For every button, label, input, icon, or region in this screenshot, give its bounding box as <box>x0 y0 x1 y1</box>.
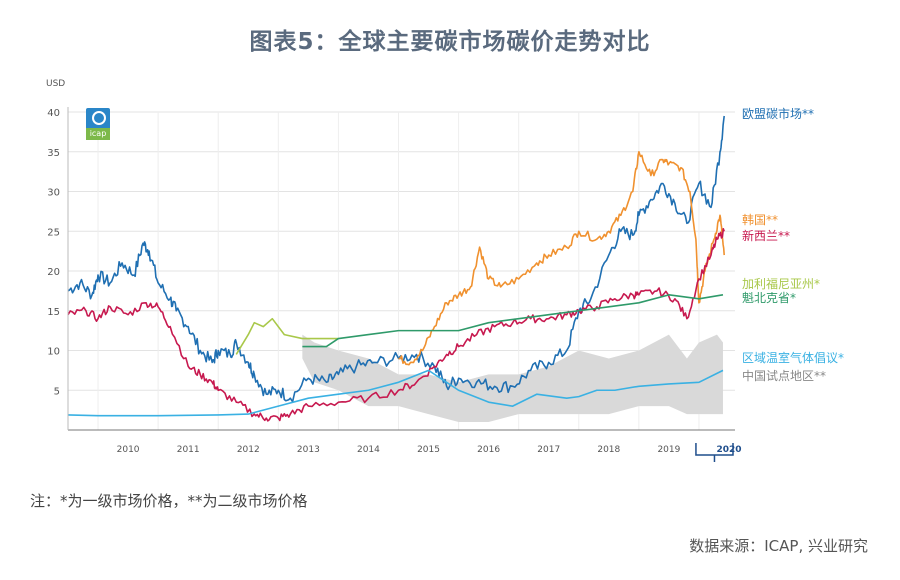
band-layer <box>302 334 723 423</box>
x-tick-label: 2014 <box>357 445 380 455</box>
logo-text: icap <box>86 128 110 140</box>
series-line <box>398 151 725 366</box>
logo-ring-icon <box>92 111 106 125</box>
source-note: 数据来源：ICAP, 兴业研究 <box>689 537 868 555</box>
y-axis-label: USD <box>46 79 65 89</box>
y-tick-label: 10 <box>47 347 60 358</box>
band-label: 中国试点地区** <box>742 368 826 383</box>
series-line <box>67 115 725 403</box>
x-tick-label: 2011 <box>177 445 200 455</box>
x-tick-label: 2017 <box>537 445 560 455</box>
y-tick-label: 20 <box>47 267 60 278</box>
x-tick-label: 2016 <box>477 445 500 455</box>
series-line <box>67 228 725 422</box>
series-labels: 欧盟碳市场** 韩国**新西兰** 加利福尼亚州*魁北克省* 区域温室气体倡议* 中国试… <box>742 106 844 383</box>
y-tick-label: 35 <box>47 148 60 159</box>
y-tick-label: 40 <box>47 108 60 119</box>
y-tick-label: 15 <box>47 307 60 318</box>
x-tick-label: 2012 <box>237 445 260 455</box>
y-tick-label: 5 <box>54 386 60 397</box>
x-tick-label: 2010 <box>117 445 140 455</box>
series-label: 韩国** <box>742 212 778 227</box>
chart-title: 图表5：全球主要碳市场碳价走势对比 <box>249 29 651 55</box>
series-label: 欧盟碳市场** <box>742 106 814 121</box>
y-tick-label: 30 <box>47 188 60 199</box>
series-layer <box>67 115 725 422</box>
footnote: 注：*为一级市场价格，**为二级市场价格 <box>30 492 308 510</box>
x-tick-label: 2019 <box>657 445 680 455</box>
x-tick-label: 2013 <box>297 445 320 455</box>
axes: 5 10 15 20 25 30 35 40 USD 2010 2011 2012 2013 2014 20… <box>46 79 742 462</box>
icap-logo: icap <box>86 108 110 140</box>
line-chart: 5 10 15 20 25 30 35 40 USD 2010 2011 2012 2013 2014 20… <box>46 79 844 462</box>
series-line <box>235 317 339 355</box>
x-tick-label: 2020 <box>716 445 741 455</box>
x-tick-label: 2018 <box>597 445 620 455</box>
series-line <box>302 294 724 348</box>
china-pilot-band <box>302 334 723 423</box>
series-label: 新西兰** <box>742 228 790 243</box>
series-label: 加利福尼亚州* <box>742 276 820 291</box>
series-line <box>67 369 724 417</box>
series-label: 魁北克省* <box>742 290 796 305</box>
x-tick-label: 2015 <box>417 445 440 455</box>
y-tick-label: 25 <box>47 227 60 238</box>
series-label: 区域温室气体倡议* <box>742 350 844 365</box>
